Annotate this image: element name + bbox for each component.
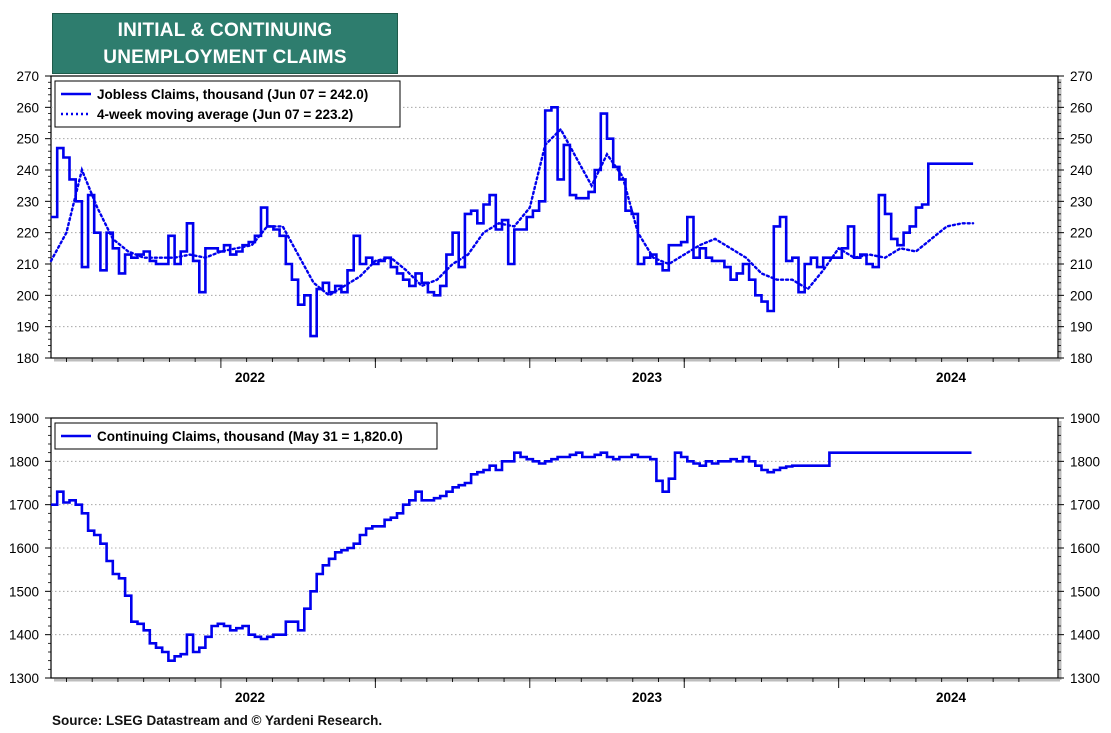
y-tick-label-left: 230	[16, 194, 39, 209]
y-tick-label-left: 200	[16, 288, 39, 303]
y-tick-label-right: 190	[1070, 320, 1093, 335]
plot-frame-2	[50, 417, 1059, 679]
y-tick-label-right: 1500	[1070, 584, 1100, 599]
chart-title-box: INITIAL & CONTINUING UNEMPLOYMENT CLAIMS	[52, 13, 398, 74]
y-tick-label-right: 1600	[1070, 541, 1100, 556]
y-tick-label-left: 1500	[9, 584, 39, 599]
y-tick-label-right: 260	[1070, 100, 1093, 115]
y-tick-label-right: 1400	[1070, 628, 1100, 643]
x-tick-label-2023: 2023	[632, 690, 663, 705]
legend-box-2	[54, 422, 438, 450]
y-tick-label-right: 270	[1070, 69, 1093, 84]
legend-label: Jobless Claims, thousand (Jun 07 = 242.0…	[97, 87, 368, 102]
y-tick-label-left: 240	[16, 163, 39, 178]
series-line-1-1	[51, 106, 974, 338]
chart-title-line-2: UNEMPLOYMENT CLAIMS	[103, 46, 347, 68]
y-tick-label-right: 1800	[1070, 454, 1100, 469]
y-tick-label-right: 1900	[1070, 411, 1100, 426]
y-tick-label-left: 260	[16, 100, 39, 115]
y-tick-label-right: 1300	[1070, 671, 1100, 686]
y-tick-label-left: 250	[16, 132, 39, 147]
legend-box-1	[54, 80, 401, 128]
y-tick-label-left: 190	[16, 320, 39, 335]
x-tick-label-2022: 2022	[235, 370, 265, 385]
x-tick-label-2024: 2024	[936, 370, 967, 385]
chart-title-line-1: INITIAL & CONTINUING	[117, 19, 333, 41]
x-tick-label-2024: 2024	[936, 690, 967, 705]
y-tick-label-left: 1800	[9, 454, 39, 469]
legend-label: Continuing Claims, thousand (May 31 = 1,…	[97, 429, 403, 444]
y-tick-label-right: 210	[1070, 257, 1093, 272]
y-tick-label-left: 210	[16, 257, 39, 272]
y-tick-label-left: 220	[16, 226, 39, 241]
series-line-1-2	[49, 127, 975, 297]
y-tick-label-left: 1300	[9, 671, 39, 686]
y-tick-label-right: 180	[1070, 351, 1093, 366]
y-tick-label-left: 1700	[9, 498, 39, 513]
y-tick-label-left: 1600	[9, 541, 39, 556]
y-tick-label-left: 1400	[9, 628, 39, 643]
y-tick-label-left: 270	[16, 69, 39, 84]
source-note: Source: LSEG Datastream and © Yardeni Re…	[52, 713, 383, 728]
x-tick-label-2023: 2023	[632, 370, 663, 385]
legend-label: 4-week moving average (Jun 07 = 223.2)	[97, 107, 353, 122]
y-tick-label-right: 200	[1070, 288, 1093, 303]
y-tick-label-right: 240	[1070, 163, 1093, 178]
y-tick-label-left: 1900	[9, 411, 39, 426]
y-tick-label-left: 180	[16, 351, 39, 366]
y-tick-label-right: 230	[1070, 194, 1093, 209]
y-tick-label-right: 1700	[1070, 498, 1100, 513]
x-tick-label-2022: 2022	[235, 690, 265, 705]
y-tick-label-right: 220	[1070, 226, 1093, 241]
series-line-2-1	[51, 451, 972, 662]
y-tick-label-right: 250	[1070, 132, 1093, 147]
